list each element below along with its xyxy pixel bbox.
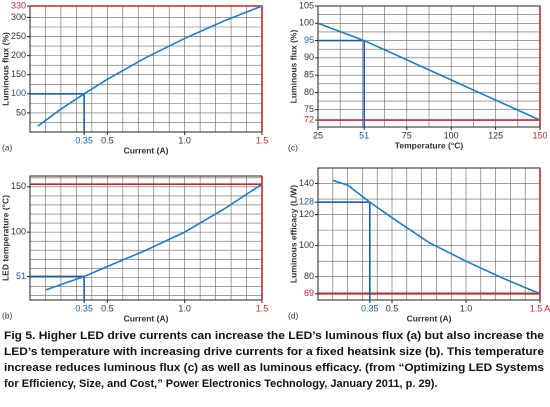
panel-label: (b) bbox=[2, 310, 13, 320]
y-tick-label: 50 bbox=[16, 107, 26, 117]
caption-line: LED’s temperature with increasing drive … bbox=[4, 346, 544, 358]
panel-label: (c) bbox=[288, 142, 298, 152]
y-tick-label: 150 bbox=[11, 69, 26, 79]
x-tick-label: 0.5 bbox=[101, 135, 114, 145]
x-axis-label: Current (A) bbox=[124, 145, 169, 155]
x-tick-label: 0.35 bbox=[75, 303, 93, 313]
x-tick-label: 25 bbox=[313, 130, 323, 140]
x-tick-label: 0.5 bbox=[101, 303, 114, 313]
x-tick-label: 150 bbox=[532, 130, 547, 140]
x-tick-label: 51 bbox=[359, 130, 369, 140]
x-axis-label: Current (A) bbox=[407, 313, 452, 323]
y-tick-label: 128 bbox=[299, 197, 314, 207]
y-tick-label: 200 bbox=[11, 50, 26, 60]
x-tick-label: 1.5 bbox=[256, 135, 269, 145]
plot-background bbox=[30, 176, 262, 300]
x-tick-label: 0.35 bbox=[75, 135, 93, 145]
y-tick-label: 300 bbox=[11, 12, 26, 22]
y-tick-label: 90 bbox=[304, 52, 314, 62]
y-axis-label: Luminous flux (%) bbox=[288, 30, 298, 104]
caption-line: for Efficiency, Size, and Cost,” Power E… bbox=[4, 378, 437, 390]
y-tick-label: 330 bbox=[11, 0, 26, 10]
x-tick-label: 1.5 A bbox=[530, 303, 550, 313]
y-tick-label: 100 bbox=[299, 240, 314, 250]
panel-label: (d) bbox=[288, 310, 299, 320]
x-tick-label: 100 bbox=[444, 130, 459, 140]
x-tick-label: 1.0 bbox=[460, 303, 473, 313]
y-tick-label: 150 bbox=[11, 181, 26, 191]
y-axis-label: Luminous efficacy (L/W) bbox=[288, 185, 298, 283]
x-axis-label: Temperature (°C) bbox=[395, 140, 464, 150]
y-tick-label: 140 bbox=[299, 178, 314, 188]
x-tick-label: 1.0 bbox=[178, 303, 191, 313]
x-tick-label: 75 bbox=[402, 130, 412, 140]
x-axis-label: Current (A) bbox=[124, 313, 169, 323]
y-tick-label: 85 bbox=[304, 70, 314, 80]
x-tick-label: 0.5 bbox=[386, 303, 399, 313]
y-tick-label: 105 bbox=[299, 0, 314, 10]
y-tick-label: 80 bbox=[304, 271, 314, 281]
x-tick-label: 1.5 bbox=[256, 303, 269, 313]
y-tick-label: 100 bbox=[11, 226, 26, 236]
data-line bbox=[37, 5, 263, 127]
y-tick-label: 51 bbox=[16, 271, 26, 281]
x-tick-label: 1.0 bbox=[178, 135, 191, 145]
y-axis-label: Luminous flux (%) bbox=[0, 32, 10, 106]
y-tick-label: 95 bbox=[304, 35, 314, 45]
y-tick-label: 80 bbox=[304, 87, 314, 97]
data-line bbox=[317, 22, 541, 121]
x-tick-label: 125 bbox=[488, 130, 503, 140]
y-tick-label: 250 bbox=[11, 31, 26, 41]
y-tick-label: 75 bbox=[304, 104, 314, 114]
y-tick-label: 100 bbox=[11, 88, 26, 98]
panel-label: (a) bbox=[2, 142, 13, 152]
data-line bbox=[45, 183, 263, 291]
y-tick-label: 100 bbox=[299, 18, 314, 28]
caption-line: Fig 5. Higher LED drive currents can inc… bbox=[4, 330, 544, 342]
y-axis-label: LED temperature (°C) bbox=[0, 195, 10, 281]
x-tick-label: 0.35 bbox=[361, 303, 379, 313]
y-tick-label: 120 bbox=[299, 209, 314, 219]
y-tick-label: 72 bbox=[304, 114, 314, 124]
y-tick-label: 69 bbox=[304, 288, 314, 298]
caption-line: increase reduces luminous flux (c) as we… bbox=[4, 362, 544, 374]
data-line bbox=[332, 179, 541, 295]
